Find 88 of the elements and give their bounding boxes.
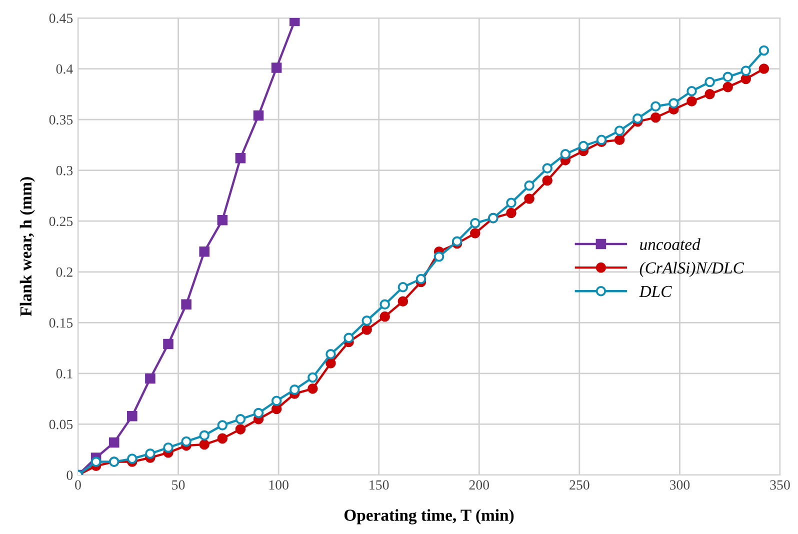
y-tick-label: 0.3	[56, 166, 73, 176]
point	[740, 66, 752, 76]
point	[217, 433, 228, 444]
point	[398, 296, 408, 306]
point	[145, 448, 156, 459]
point	[235, 424, 246, 434]
point	[470, 228, 480, 238]
point	[740, 74, 752, 84]
point	[632, 113, 643, 124]
legend-label: (CrAlSi)N/DLC	[640, 262, 744, 277]
point	[253, 408, 264, 418]
point	[398, 282, 408, 292]
point	[199, 439, 210, 450]
point	[217, 420, 228, 430]
point	[127, 410, 138, 422]
point	[506, 198, 516, 208]
y-tick-label: 0.2	[56, 267, 72, 277]
y-tick-label: 0.45	[49, 14, 73, 24]
y-tick-label: 0.35	[49, 115, 73, 125]
point	[758, 64, 770, 74]
x-tick-label: 0	[75, 480, 81, 490]
point	[362, 315, 372, 326]
point	[686, 96, 697, 106]
point	[199, 246, 210, 257]
point	[506, 208, 516, 218]
x-tick-label: 100	[269, 480, 288, 490]
point	[614, 134, 625, 146]
point	[542, 163, 552, 174]
point	[560, 148, 571, 160]
point	[362, 324, 372, 335]
point	[145, 373, 156, 384]
y-tick-label: 0.4	[56, 64, 73, 74]
point	[199, 430, 210, 441]
x-tick-label: 300	[670, 480, 690, 490]
point	[542, 175, 552, 186]
point	[434, 252, 444, 262]
x-axis-title: Operating time, T (min)	[344, 509, 514, 524]
point	[758, 45, 770, 56]
y-tick-label: 0.25	[49, 216, 73, 226]
point	[289, 384, 300, 395]
point	[614, 126, 625, 136]
x-tick-label: 200	[469, 480, 490, 490]
point	[380, 311, 390, 322]
x-tick-label: 350	[770, 480, 790, 490]
point	[344, 332, 354, 344]
y-tick-label: 0.05	[49, 420, 73, 430]
point	[650, 101, 661, 112]
x-tick-label: 250	[570, 480, 590, 490]
point	[668, 98, 679, 108]
x-tick-label: 150	[370, 480, 389, 490]
point	[578, 140, 589, 152]
point	[253, 110, 264, 121]
point	[235, 414, 246, 424]
y-tick-label: 0.1	[56, 369, 72, 378]
point	[524, 180, 534, 191]
point	[308, 384, 318, 394]
point	[90, 456, 102, 467]
point	[470, 218, 480, 228]
point	[271, 396, 282, 406]
point	[686, 86, 697, 96]
point	[127, 454, 138, 464]
point	[217, 214, 228, 226]
point	[271, 62, 282, 73]
legend-label: DLC	[639, 286, 672, 298]
point	[524, 194, 534, 204]
point	[163, 338, 174, 350]
point	[326, 358, 336, 368]
point	[416, 274, 426, 284]
point	[722, 72, 733, 82]
point	[108, 437, 120, 448]
point	[326, 349, 336, 360]
point	[380, 299, 390, 310]
point	[704, 76, 715, 88]
point	[271, 404, 282, 414]
point	[181, 299, 192, 310]
point	[722, 82, 733, 92]
point	[704, 89, 715, 100]
point	[289, 18, 300, 26]
point	[650, 112, 661, 123]
point	[163, 442, 174, 453]
point	[308, 372, 318, 383]
y-tick-label: 0.15	[49, 318, 73, 328]
y-axis-title: Flank wear, h (mm)	[20, 177, 35, 316]
point	[181, 436, 192, 447]
legend-label: uncoated	[640, 238, 700, 250]
point	[235, 153, 246, 164]
x-tick-label: 50	[172, 480, 185, 490]
y-tick-label: 0	[66, 470, 73, 480]
